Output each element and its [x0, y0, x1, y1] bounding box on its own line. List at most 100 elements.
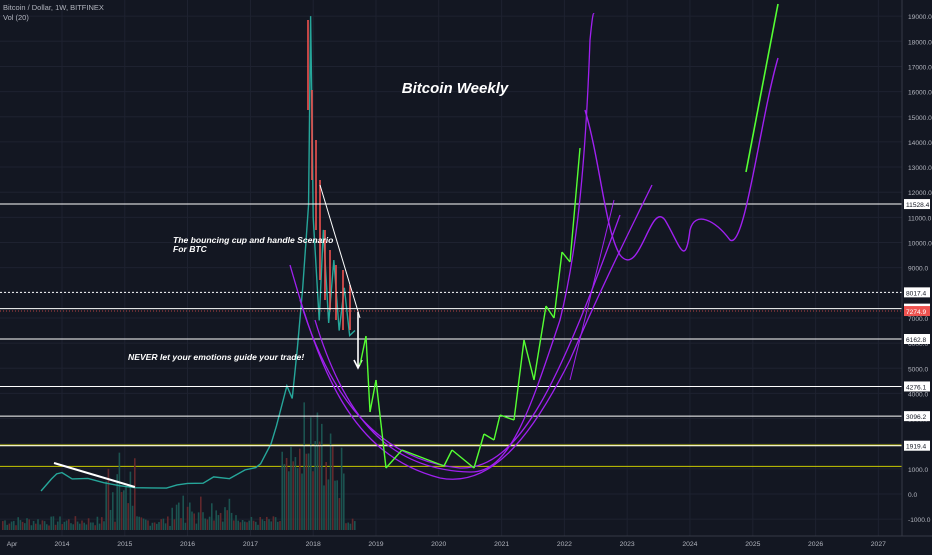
volume-bar	[307, 453, 310, 530]
time-tick-label: 2027	[871, 541, 886, 548]
volume-bar	[338, 498, 341, 530]
volume-bar	[246, 522, 248, 530]
volume-bar	[226, 510, 228, 530]
price-tick-label: 12000.0	[908, 190, 932, 197]
volume-bar	[94, 525, 96, 530]
volume-bar	[285, 457, 288, 530]
volume-bar	[30, 525, 33, 530]
volume-bar	[151, 522, 154, 530]
volume-bar	[186, 506, 189, 530]
volume-bar	[325, 461, 327, 530]
volume-bar	[125, 486, 127, 530]
volume-bar	[72, 524, 74, 530]
volume-bar	[98, 523, 101, 530]
volume-bar	[327, 479, 330, 530]
price-tick-label: 4000.0	[908, 391, 929, 398]
cup-curve-outer	[289, 184, 653, 480]
volume-bar	[193, 513, 195, 530]
volume-bar	[292, 461, 294, 530]
forecast-arrow-segment	[553, 251, 563, 319]
volume-bar	[79, 523, 81, 530]
price-tick-label: -1000.0	[908, 517, 931, 524]
level-badge	[904, 287, 930, 298]
volume-bar	[184, 522, 187, 530]
volume-bar	[145, 519, 147, 530]
volume-bar	[248, 520, 250, 530]
volume-bar	[52, 516, 55, 530]
forecast-arrow-segment	[513, 339, 525, 421]
volume-bar	[351, 518, 354, 530]
forecast-green-projection	[745, 3, 779, 173]
forecast-arrow-segment	[451, 449, 475, 469]
volume-bar	[272, 516, 275, 530]
volume-bar	[19, 520, 22, 530]
volume-bar	[228, 498, 231, 530]
level-badge	[904, 381, 930, 392]
price-line	[40, 16, 356, 492]
volume-bar	[255, 521, 257, 530]
volume-bar	[213, 520, 215, 530]
volume-bar	[63, 521, 66, 530]
level-badge-label: 6162.8	[906, 337, 927, 344]
volume-bar	[312, 471, 314, 530]
forecast-arrow-segment	[569, 147, 581, 263]
time-tick-label: 2019	[368, 541, 383, 548]
level-badge-label: 8017.4	[906, 290, 927, 297]
volume-bar	[96, 516, 99, 530]
volume-bar	[301, 473, 303, 530]
volume-bar	[250, 516, 253, 530]
volume-indicator-label: Vol (20)	[3, 13, 29, 22]
forecast-arrow-segment	[493, 414, 501, 441]
level-badge-label: 3096.2	[906, 414, 927, 421]
forecast-arrow-segment	[359, 335, 367, 366]
symbol-header: Bitcoin / Dollar, 1W, BITFINEX	[3, 3, 104, 12]
volume-bar	[318, 441, 321, 530]
volume-bar	[81, 520, 83, 530]
volume-bar	[10, 521, 13, 530]
volume-bar	[206, 519, 209, 530]
last-price-badge	[904, 306, 930, 317]
level-badge-label: 4276.1	[906, 384, 927, 391]
volume-bar	[270, 521, 272, 530]
volume-bar	[277, 521, 279, 530]
volume-bar	[305, 453, 308, 530]
volume-bar	[268, 519, 270, 530]
channel-line	[569, 199, 615, 381]
volume-bar	[336, 480, 338, 530]
volume-bar	[87, 518, 90, 530]
volume-bar	[83, 522, 85, 530]
volume-bar	[202, 512, 204, 530]
volume-bar	[138, 516, 140, 530]
volume-bar	[74, 516, 77, 530]
volume-bar	[200, 496, 202, 530]
time-tick-label: Apr	[7, 541, 18, 548]
volume-bar	[123, 490, 125, 530]
time-tick-label: 2020	[431, 541, 446, 548]
price-tick-label: 5000.0	[908, 366, 929, 373]
volume-bar	[354, 521, 356, 530]
volume-bar	[294, 457, 297, 530]
volume-bar	[171, 507, 173, 530]
volume-bar	[281, 451, 283, 530]
volume-bar	[26, 518, 28, 530]
volume-bar	[6, 524, 8, 530]
volume-bar	[21, 521, 24, 530]
volume-bar	[85, 524, 88, 530]
price-tick-label: 16000.0	[908, 90, 932, 97]
volume-bar	[334, 480, 336, 530]
volume-bar	[261, 519, 264, 530]
handle-curve	[584, 57, 779, 261]
volume-bar	[332, 446, 334, 530]
volume-bar	[180, 518, 182, 530]
volume-bar	[156, 523, 158, 530]
volume-bar	[24, 523, 26, 530]
volume-bar	[2, 521, 4, 530]
volume-bar	[142, 518, 145, 530]
volume-bar	[101, 517, 103, 530]
time-tick-label: 2014	[54, 541, 69, 548]
level-badge	[904, 440, 930, 451]
volume-bar	[59, 516, 61, 530]
volume-bar	[160, 519, 162, 530]
